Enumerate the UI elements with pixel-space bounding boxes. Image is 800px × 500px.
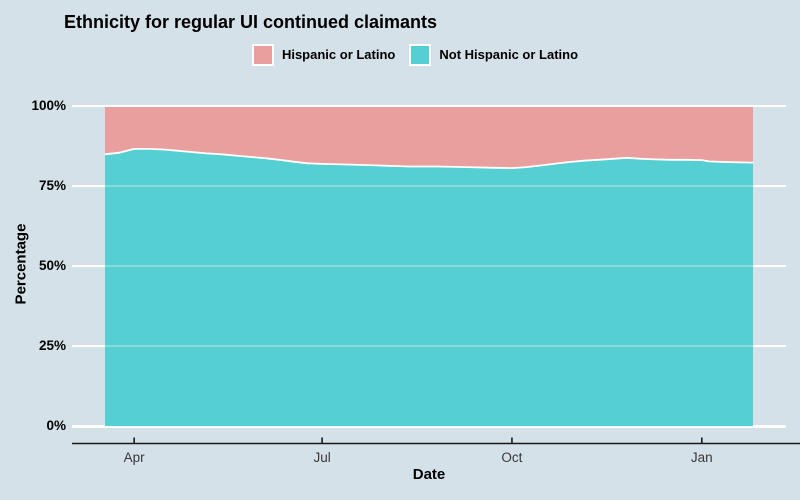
area-hispanic [105,106,753,169]
legend-item-not-hispanic: Not Hispanic or Latino [409,44,578,66]
y-axis-title: Percentage [12,223,30,305]
legend: Hispanic or Latino Not Hispanic or Latin… [0,44,800,66]
series-boundary-line [104,147,754,170]
chart-title: Ethnicity for regular UI continued claim… [64,12,438,32]
legend-item-hispanic: Hispanic or Latino [251,44,396,66]
legend-label-not-hispanic: Not Hispanic or Latino [439,47,579,62]
x-tick-label: Oct [501,450,523,465]
x-axis-title: Date [412,466,446,483]
legend-swatch-hispanic [251,44,274,66]
legend-label-hispanic: Hispanic or Latino [281,47,396,62]
x-tick-label: Jan [690,450,713,465]
y-tick-label: 100% [31,98,66,113]
y-tick-label: 25% [38,338,66,353]
x-tick-label: Jul [313,450,331,465]
y-tick-label: 0% [46,418,66,433]
legend-swatch-not-hispanic [409,44,432,66]
y-tick-label: 75% [38,178,66,193]
area-not-hispanic [105,148,753,426]
x-tick-label: Apr [123,450,145,465]
y-tick-label: 50% [38,258,66,273]
